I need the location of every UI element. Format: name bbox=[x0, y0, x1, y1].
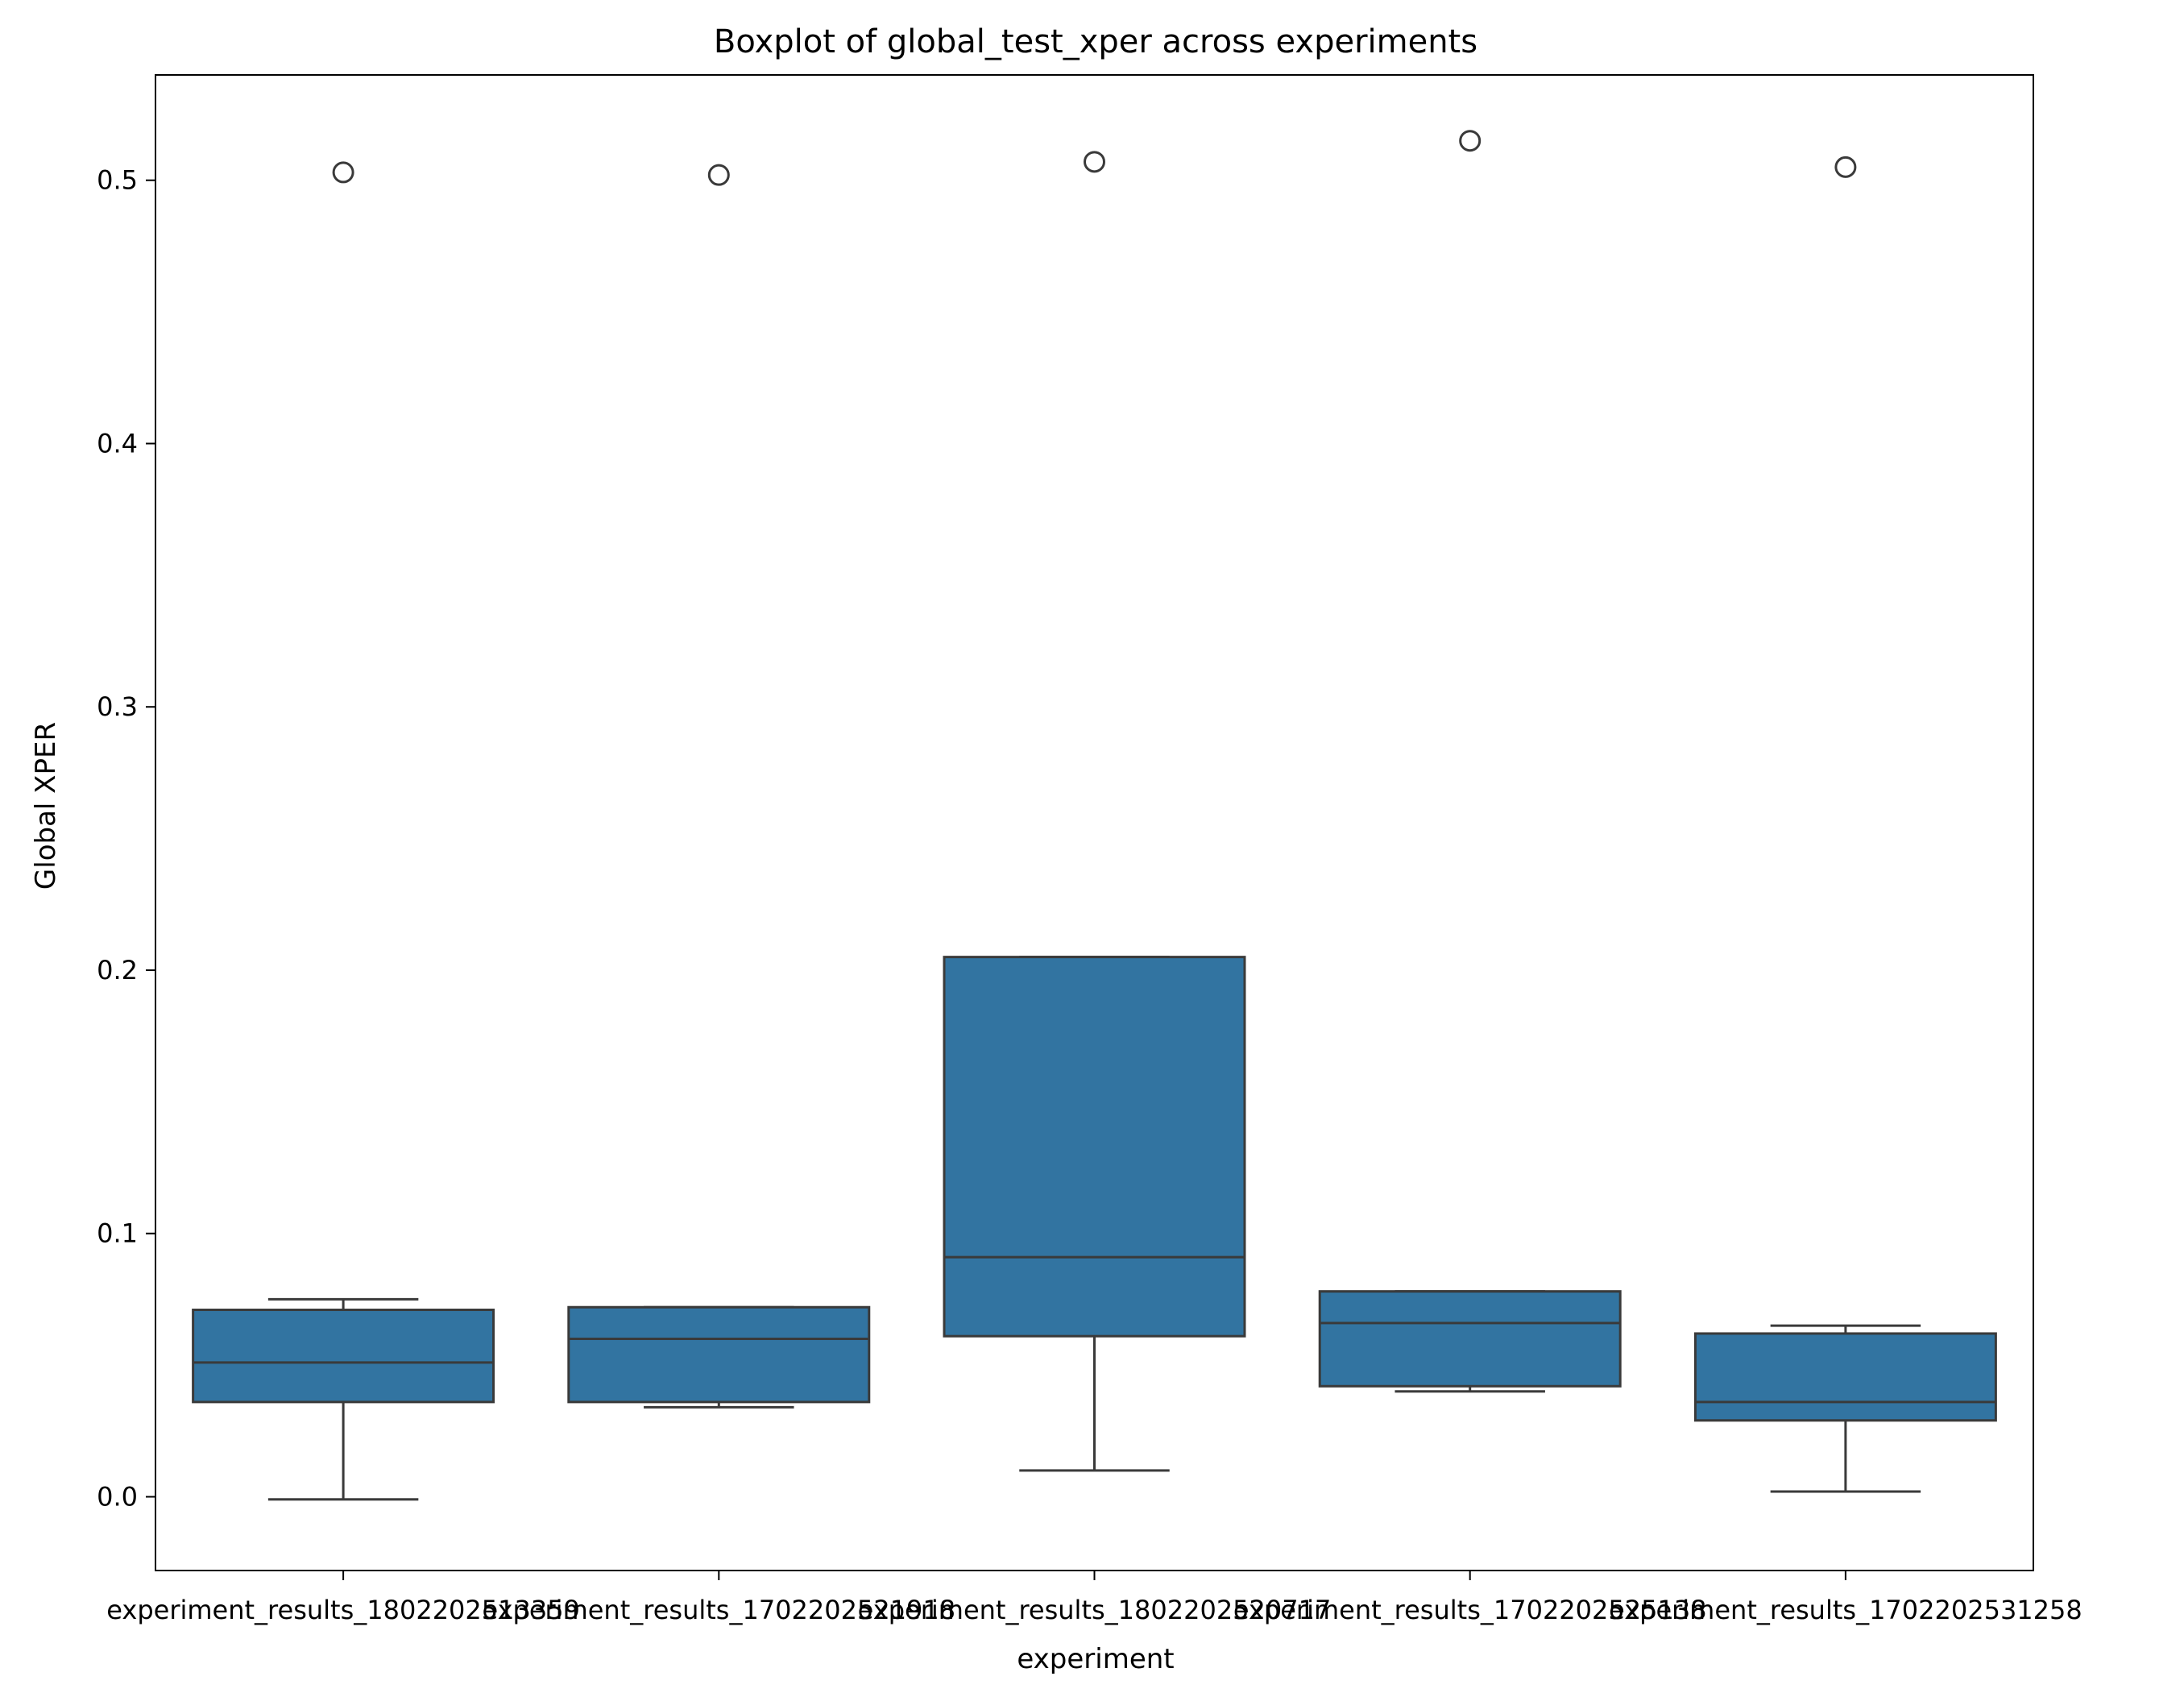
outlier-point bbox=[1834, 156, 1857, 178]
box-iqr bbox=[1318, 1290, 1622, 1388]
x-axis: experiment_results_1802202513359experime… bbox=[106, 1571, 2082, 1625]
box-group-5 bbox=[1693, 156, 1997, 1493]
x-tick-label: experiment_results_1802202520717 bbox=[858, 1595, 1332, 1625]
y-tick-label: 0.5 bbox=[97, 165, 138, 196]
x-tick-label: experiment_results_1702202525138 bbox=[1233, 1595, 1707, 1625]
box-iqr bbox=[1693, 1332, 1997, 1422]
box-group-3 bbox=[943, 151, 1246, 1472]
x-axis-label: experiment bbox=[1017, 1643, 1174, 1675]
box-iqr bbox=[943, 956, 1246, 1338]
box-iqr bbox=[192, 1309, 495, 1404]
x-tick-label: experiment_results_1702202531258 bbox=[1609, 1595, 2082, 1625]
outlier-point bbox=[332, 161, 354, 184]
y-tick-label: 0.0 bbox=[97, 1482, 138, 1512]
outlier-point bbox=[1459, 130, 1482, 152]
box-group-2 bbox=[567, 164, 871, 1409]
y-axis: 0.0 0.1 0.2 0.3 0.4 0.5 bbox=[97, 165, 155, 1512]
plot-area bbox=[192, 130, 1997, 1501]
chart-title: Boxplot of global_test_xper across exper… bbox=[714, 23, 1477, 60]
y-tick-label: 0.4 bbox=[97, 428, 138, 459]
y-tick-label: 0.1 bbox=[97, 1218, 138, 1249]
y-axis-label: Global XPER bbox=[30, 722, 62, 890]
outlier-point bbox=[707, 164, 730, 186]
x-tick-label: experiment_results_1702202521918 bbox=[482, 1595, 955, 1625]
box-iqr bbox=[567, 1305, 871, 1404]
box-group-4 bbox=[1318, 130, 1622, 1393]
y-tick-label: 0.3 bbox=[97, 691, 138, 722]
outlier-point bbox=[1084, 151, 1105, 173]
x-tick-label: experiment_results_1802202513359 bbox=[106, 1595, 580, 1625]
box-group-1 bbox=[192, 161, 495, 1501]
y-tick-label: 0.2 bbox=[97, 955, 138, 986]
